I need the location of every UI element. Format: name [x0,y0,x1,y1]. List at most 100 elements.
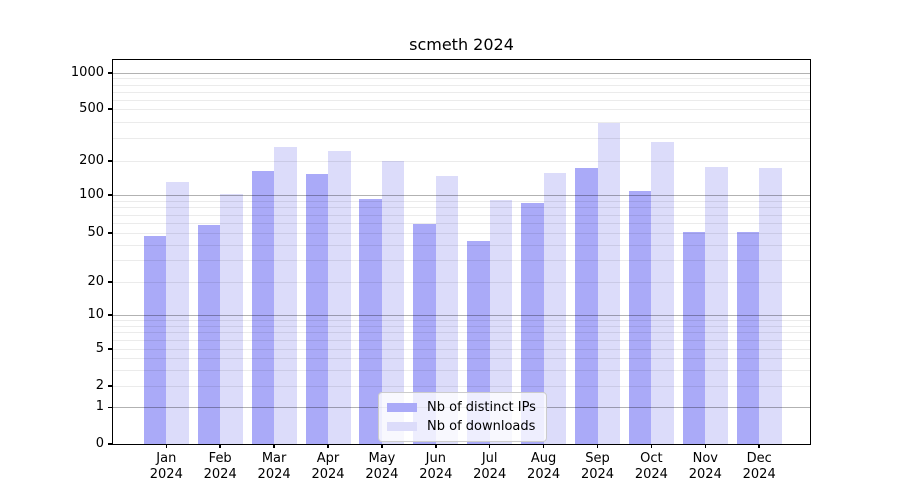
bar-distinct-ips-nov [682,231,706,444]
y-tick-label: 50 [87,225,104,240]
y-tick-label: 5 [95,341,104,356]
bar-downloads-oct [651,141,674,444]
gridline-major [113,195,810,196]
gridline-minor [113,78,810,80]
gridline-minor [113,161,810,162]
y-tick-mark [108,232,113,234]
gridline-minor [113,386,810,387]
gridline-minor [113,99,810,101]
gridline-minor [113,325,810,327]
gridline-minor [113,214,810,216]
chart-title: scmeth 2024 [409,35,514,54]
y-tick-mark [108,108,113,110]
x-tick-mark [542,444,545,448]
bar-downloads-apr [328,150,351,444]
bar-distinct-ips-feb [197,224,221,444]
x-tick-mark [704,444,707,448]
gridline-minor [113,121,810,123]
y-tick-mark [108,385,113,387]
gridline-minor [113,91,810,93]
y-tick-mark [108,314,113,316]
gridline-major [113,315,810,316]
y-tick-label: 500 [79,101,104,116]
x-tick-label: Dec 2024 [742,451,776,482]
y-tick-label: 0 [95,436,104,451]
legend: Nb of distinct IPs Nb of downloads [378,392,547,442]
bar-downloads-may [381,161,405,444]
bar-downloads-mar [274,146,297,444]
gridline-minor [113,207,810,209]
bar-downloads-jul [489,199,513,444]
x-tick-label: Feb 2024 [203,451,237,482]
y-tick-mark [108,281,113,283]
gridline-minor [113,358,810,359]
gridline-minor [113,320,810,322]
legend-label-distinct-ips: Nb of distinct IPs [427,400,536,415]
bar-downloads-nov [705,167,728,444]
y-tick-mark [108,160,113,162]
x-tick-mark [596,444,599,448]
x-tick-mark [435,444,437,448]
x-tick-label: Jul 2024 [473,451,507,482]
x-tick-mark [327,444,329,448]
legend-item-distinct-ips: Nb of distinct IPs [387,398,536,417]
y-tick-label: 20 [87,274,104,289]
gridline-minor [113,340,810,342]
bar-distinct-ips-aug [521,202,544,444]
gridline-minor [113,349,810,350]
y-tick-mark [108,348,113,350]
gridline-minor [113,137,810,139]
bar-distinct-ips-dec [736,231,760,444]
x-tick-mark [273,444,275,448]
legend-swatch-distinct-ips [387,403,417,412]
x-tick-label: Mar 2024 [257,451,291,482]
y-tick-mark [108,406,113,409]
y-tick-label: 1000 [70,65,104,80]
x-tick-label: Oct 2024 [634,451,668,482]
gridline-minor [113,260,810,262]
gridline-minor [113,223,810,224]
bar-downloads-dec [759,167,782,444]
gridline-minor [113,332,810,334]
bar-downloads-aug [543,173,567,444]
bar-distinct-ips-apr [305,174,328,444]
bar-downloads-sep [597,123,620,444]
y-tick-mark [108,194,113,196]
legend-label-downloads: Nb of downloads [427,419,536,434]
bar-downloads-jan [166,181,189,444]
bar-distinct-ips-mar [251,170,275,444]
y-tick-label: 100 [79,187,104,202]
x-tick-label: Nov 2024 [688,451,722,482]
bar-distinct-ips-oct [628,191,652,444]
gridline-minor [113,282,810,283]
x-tick-mark [758,444,760,448]
legend-swatch-downloads [387,422,417,431]
x-tick-label: Apr 2024 [311,451,345,482]
y-tick-mark [108,72,113,74]
x-tick-mark [165,444,168,448]
x-tick-mark [488,444,491,448]
plot-area [113,60,810,444]
x-tick-mark [381,444,383,448]
gridline-minor [113,369,810,371]
x-tick-label: Jan 2024 [149,451,183,482]
legend-item-downloads: Nb of downloads [387,417,536,436]
x-tick-label: Aug 2024 [527,451,561,482]
y-tick-label: 10 [87,307,104,322]
x-tick-label: May 2024 [365,451,399,482]
bar-distinct-ips-may [359,198,382,444]
x-tick-label: Sep 2024 [580,451,615,482]
bar-distinct-ips-jun [413,223,436,444]
x-tick-label: Jun 2024 [419,451,453,482]
y-tick-label: 1 [95,399,104,415]
bar-downloads-feb [220,194,243,444]
gridline-minor [113,200,810,202]
gridline-minor [113,84,810,86]
y-tick-mark [108,443,113,445]
x-tick-mark [650,444,653,448]
y-tick-label: 2 [95,378,104,393]
x-tick-mark [219,444,221,448]
gridline-minor [113,244,810,246]
bar-downloads-jun [435,175,459,444]
